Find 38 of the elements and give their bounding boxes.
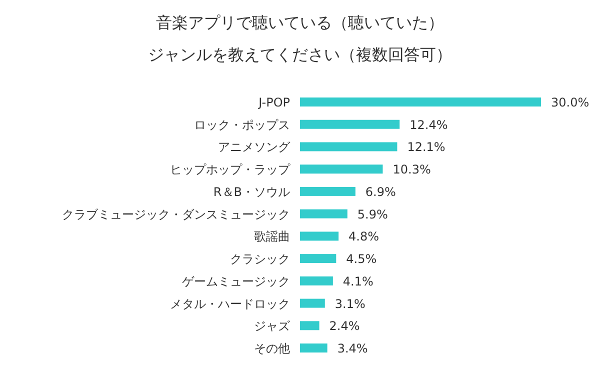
bar xyxy=(300,276,333,286)
data-label: 4.5% xyxy=(346,252,377,266)
bar xyxy=(300,186,356,196)
data-label: 30.0% xyxy=(551,96,590,110)
bar xyxy=(300,298,325,308)
y-tick-label: クラシック xyxy=(230,252,290,266)
y-tick-label: ジャズ xyxy=(254,319,291,334)
bar xyxy=(300,232,339,241)
data-label: 5.9% xyxy=(357,207,388,222)
y-tick-label: ゲームミュージック xyxy=(182,274,290,288)
bar xyxy=(300,142,398,152)
bar xyxy=(300,254,336,264)
y-tick-label: J-POP xyxy=(258,96,290,110)
data-label: 10.3% xyxy=(392,162,431,177)
data-label: 6.9% xyxy=(365,184,396,199)
bar xyxy=(300,321,320,330)
bar xyxy=(300,120,400,129)
y-tick-label: クラブミュージック・ダンスミュージック xyxy=(62,207,290,222)
y-tick-label: R＆B・ソウル xyxy=(213,184,290,199)
data-label: 2.4% xyxy=(329,319,360,334)
chart-title: 音楽アプリで聴いている（聴いていた） xyxy=(156,13,444,32)
bar xyxy=(300,164,383,174)
data-label: 3.1% xyxy=(334,296,366,311)
data-label: 12.1% xyxy=(407,140,446,154)
y-tick-label: メタル・ハードロック xyxy=(170,296,290,311)
y-tick-label: ロック・ポップス xyxy=(194,118,290,132)
bar xyxy=(300,344,328,352)
bar xyxy=(300,98,541,106)
data-label: 12.4% xyxy=(410,118,448,132)
y-tick-label: ヒップホップ・ラップ xyxy=(170,162,291,177)
data-label: 4.1% xyxy=(342,274,374,288)
bar xyxy=(300,209,348,218)
data-label: 4.8% xyxy=(348,230,380,244)
y-tick-label: 歌謡曲 xyxy=(254,230,290,244)
data-label: 3.4% xyxy=(337,342,368,356)
y-tick-label: アニメソング xyxy=(218,140,291,154)
y-tick-label: その他 xyxy=(254,342,290,356)
chart-subtitle: ジャンルを教えてください（複数回答可） xyxy=(148,45,452,64)
